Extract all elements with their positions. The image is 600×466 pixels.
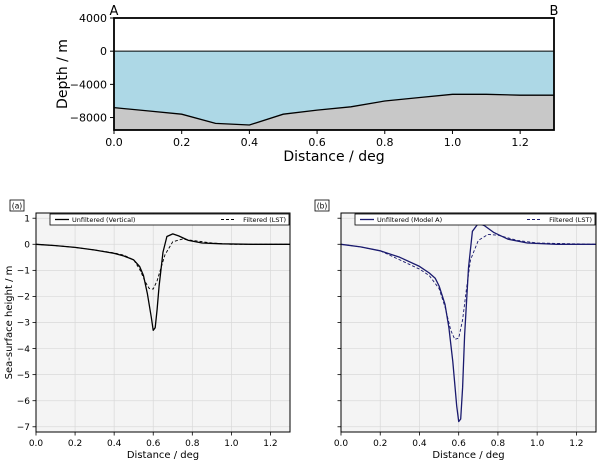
bathymetry-y-tick-label: −8000 xyxy=(70,112,107,125)
endpoint-label-a: A xyxy=(110,4,119,19)
y-tick-label: −7 xyxy=(17,423,30,433)
y-ticks-a: 1 0 −1 −2 −3 −4 −5 −6 −7 xyxy=(17,214,36,433)
x-axis-label-a: Distance / deg xyxy=(127,450,199,461)
x-tick-label: 0.2 xyxy=(373,439,387,449)
x-tick-label: 0.0 xyxy=(29,439,44,449)
bathymetry-y-axis-label: Depth / m xyxy=(55,39,71,109)
x-ticks-b: 0.0 0.2 0.4 0.6 0.8 1.0 1.2 xyxy=(334,432,584,449)
x-tick-label: 0.0 xyxy=(334,439,349,449)
series-line-unfiltered xyxy=(340,222,596,423)
bathymetry-x-tick-label: 0.6 xyxy=(308,136,326,149)
x-tick-label: 0.8 xyxy=(491,439,506,449)
legend-entries-a: Unfiltered (Vertical) Filtered (LST) xyxy=(55,216,286,224)
y-tick-label: −5 xyxy=(17,371,30,381)
bathymetry-y-tick-label: −4000 xyxy=(70,78,107,91)
x-tick-label: 0.4 xyxy=(107,439,122,449)
bathymetry-y-ticks: 4000 0 −4000 −8000 xyxy=(70,12,114,125)
legend-label-filtered: Filtered (LST) xyxy=(549,216,592,224)
legend-b xyxy=(354,213,596,226)
legend-a xyxy=(49,213,290,226)
panel-tag-b: (b) xyxy=(317,201,328,210)
x-tick-label: 0.6 xyxy=(452,439,467,449)
y-tick-label: 0 xyxy=(24,240,30,250)
x-tick-label: 1.2 xyxy=(263,439,277,449)
legend-entries-b: Unfiltered (Model A) Filtered (LST) xyxy=(360,216,592,224)
bathymetry-plot-frame xyxy=(113,17,555,131)
bathymetry-x-ticks: 0.0 0.2 0.4 0.6 0.8 1.0 1.2 xyxy=(105,130,529,149)
y-tick-label: −1 xyxy=(17,267,30,277)
x-ticks-a: 0.0 0.2 0.4 0.6 0.8 1.0 1.2 xyxy=(29,432,278,449)
y-tick-label: −4 xyxy=(17,345,31,355)
legend-label-filtered: Filtered (LST) xyxy=(243,216,286,224)
y-tick-label: −6 xyxy=(17,397,31,407)
bathymetry-y-tick-label: 4000 xyxy=(79,12,107,25)
x-tick-label: 0.6 xyxy=(146,439,161,449)
series-line-filtered xyxy=(35,238,290,290)
y-ticks-b xyxy=(337,217,341,428)
y-tick-label: −3 xyxy=(17,319,30,329)
x-tick-label: 1.0 xyxy=(530,439,545,449)
bathymetry-x-tick-label: 0.8 xyxy=(376,136,394,149)
series-lines-b xyxy=(340,222,597,423)
bathymetry-x-tick-label: 0.4 xyxy=(241,136,259,149)
x-axis-label-b: Distance / deg xyxy=(432,450,504,461)
bathymetry-x-tick-label: 0.0 xyxy=(105,136,123,149)
y-tick-label: 1 xyxy=(24,214,30,224)
x-tick-label: 1.0 xyxy=(224,439,239,449)
bathymetry-x-axis-label: Distance / deg xyxy=(283,149,384,165)
x-tick-label: 0.4 xyxy=(412,439,427,449)
x-tick-label: 0.2 xyxy=(68,439,82,449)
panel-tag-box-b xyxy=(314,199,330,212)
y-tick-label: −2 xyxy=(17,293,30,303)
seabed-area xyxy=(114,94,554,130)
series-lines-a xyxy=(35,233,290,331)
panel-tag-box-a xyxy=(9,199,25,212)
bathymetry-x-tick-label: 0.2 xyxy=(173,136,191,149)
endpoint-label-b: B xyxy=(550,4,559,19)
ssh-panel-b: Unfiltered (Model A) Filtered (LST) 0.0 0.… xyxy=(314,199,597,461)
panel-tag-a: (a) xyxy=(12,201,23,210)
seabed-line xyxy=(113,93,554,126)
bathymetry-x-tick-label: 1.0 xyxy=(444,136,462,149)
x-tick-label: 1.2 xyxy=(569,439,583,449)
bathymetry-y-tick-label: 0 xyxy=(100,45,107,58)
ssh-panel-a: Unfiltered (Vertical) Filtered (LST) 0.0 0… xyxy=(4,199,291,461)
legend-label-unfiltered: Unfiltered (Vertical) xyxy=(72,216,135,224)
x-tick-label: 0.8 xyxy=(185,439,200,449)
legend-label-unfiltered: Unfiltered (Model A) xyxy=(377,216,442,224)
ocean-area xyxy=(114,51,554,126)
series-line-filtered xyxy=(340,233,597,340)
y-axis-label-a: Sea-surface height / m xyxy=(4,266,15,380)
bathymetry-x-tick-label: 1.2 xyxy=(511,136,529,149)
